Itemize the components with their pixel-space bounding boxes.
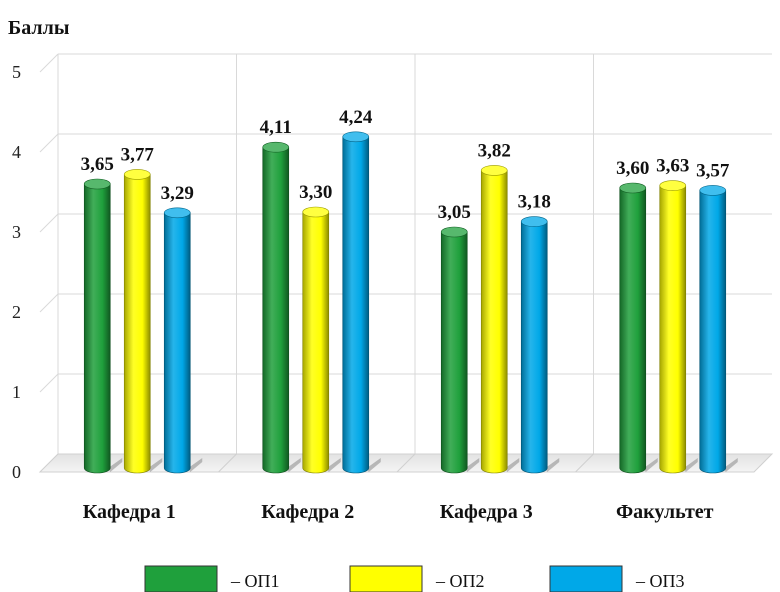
data-label-1-3: 3,05 bbox=[438, 202, 471, 223]
bar-3-2 bbox=[342, 131, 381, 474]
gridline-side-4 bbox=[39, 133, 59, 153]
y-axis-ticks: 0 1 2 3 4 5 bbox=[12, 62, 21, 482]
y-tick-label: 3 bbox=[12, 222, 21, 242]
data-label-3-2: 4,24 bbox=[339, 107, 373, 128]
legend-item-2: – ОП2 bbox=[349, 565, 485, 592]
bar-2-1 bbox=[123, 169, 163, 474]
bar-3-3 bbox=[520, 216, 560, 474]
legend-label: – ОП3 bbox=[635, 571, 685, 591]
floor-divider-2 bbox=[396, 453, 416, 473]
legend-label: – ОП1 bbox=[230, 571, 280, 591]
data-label-1-2: 4,11 bbox=[260, 117, 292, 138]
legend-swatch bbox=[549, 565, 623, 592]
data-label-3-1: 3,29 bbox=[161, 183, 194, 204]
bar-2-4 bbox=[659, 180, 698, 474]
gridline-side-1 bbox=[39, 373, 59, 393]
gridline-side-5 bbox=[39, 53, 59, 73]
bar-2-2 bbox=[302, 206, 341, 474]
floor-divider-1 bbox=[218, 453, 237, 473]
bar-2-3 bbox=[480, 165, 520, 474]
chart-floor bbox=[38, 453, 774, 473]
bar-3-4 bbox=[699, 185, 738, 474]
bar-1-4 bbox=[619, 182, 658, 474]
legend: – ОП1 – ОП2 – ОП3 bbox=[144, 565, 685, 592]
x-axis-categories: Кафедра 1 Кафедра 2 Кафедра 3 Факультет bbox=[83, 501, 714, 523]
floor-divider-3 bbox=[575, 453, 594, 473]
category-label: Кафедра 1 bbox=[83, 501, 176, 523]
legend-swatch bbox=[349, 565, 423, 592]
bar-1-2 bbox=[262, 141, 301, 474]
data-labels: 3,65 3,77 3,29 4,11 3,30 4,24 3,05 3,82 3,18 3,60… bbox=[81, 107, 730, 223]
bar-1-1 bbox=[83, 178, 123, 474]
data-label-2-1: 3,77 bbox=[121, 144, 155, 165]
data-label-1-4: 3,60 bbox=[616, 158, 649, 179]
data-label-3-4: 3,57 bbox=[696, 160, 730, 181]
legend-item-3: – ОП3 bbox=[549, 565, 685, 592]
category-label: Кафедра 3 bbox=[440, 501, 533, 523]
gridline-side-2 bbox=[39, 293, 59, 313]
data-label-3-3: 3,18 bbox=[518, 192, 551, 213]
y-tick-label: 0 bbox=[12, 462, 21, 482]
bars bbox=[83, 131, 738, 474]
y-tick-label: 2 bbox=[12, 302, 21, 322]
bar-1-3 bbox=[440, 226, 480, 474]
data-label-2-3: 3,82 bbox=[478, 140, 511, 161]
y-tick-label: 4 bbox=[12, 142, 21, 162]
data-label-1-1: 3,65 bbox=[81, 154, 114, 175]
data-label-2-4: 3,63 bbox=[656, 156, 689, 177]
category-label: Кафедра 2 bbox=[261, 501, 354, 523]
legend-label: – ОП2 bbox=[435, 571, 485, 591]
gridline-side-3 bbox=[39, 213, 59, 233]
y-tick-label: 5 bbox=[12, 62, 21, 82]
y-tick-label: 1 bbox=[12, 382, 21, 402]
bar-3-1 bbox=[163, 207, 203, 474]
category-label: Факультет bbox=[616, 501, 714, 523]
legend-item-1: – ОП1 bbox=[144, 565, 280, 592]
data-label-2-2: 3,30 bbox=[299, 182, 332, 203]
y-axis-title: Баллы bbox=[8, 17, 70, 39]
legend-swatch bbox=[144, 565, 218, 592]
